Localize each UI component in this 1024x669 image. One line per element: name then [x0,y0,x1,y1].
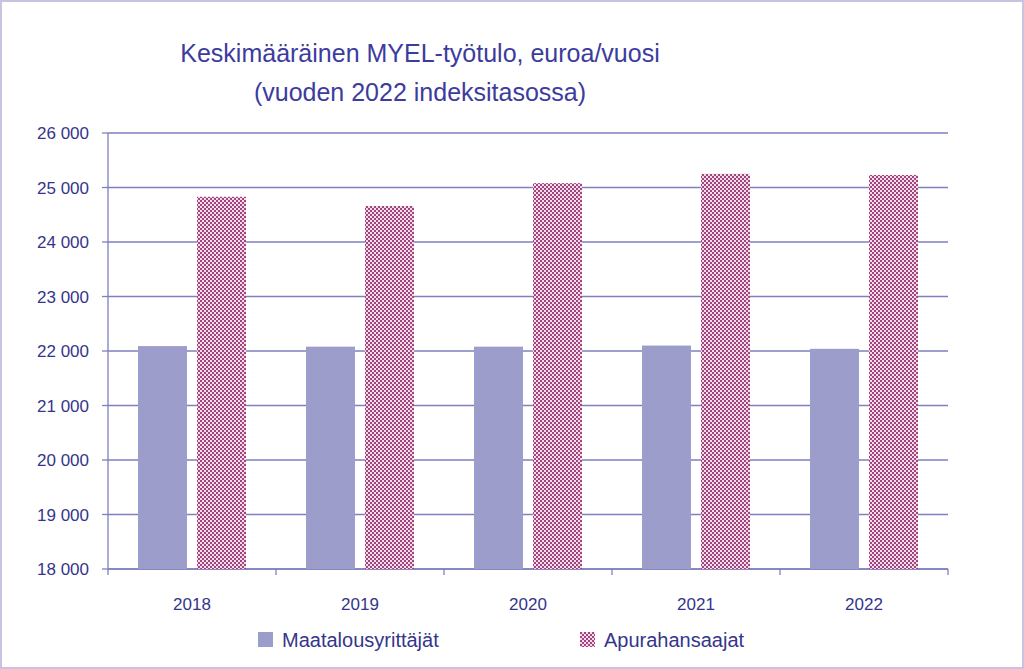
y-tick [102,296,108,297]
y-tick-label: 22 000 [37,342,89,361]
y-tick-label: 23 000 [37,288,89,307]
grid-line [108,187,948,188]
y-tick-label: 25 000 [37,179,89,198]
x-tick [107,569,108,575]
bar [138,346,187,569]
y-tick [102,568,108,569]
chart: Keskimääräinen MYEL-työtulo, euroa/vuosi… [0,0,1024,669]
grid [102,133,948,569]
bar [474,347,523,569]
bar [701,174,750,569]
y-tick-label: 21 000 [37,397,89,416]
y-tick-label: 24 000 [37,233,89,252]
legend-label: Apurahansaajat [604,629,745,651]
y-axis [107,133,108,569]
x-tick-label: 2021 [677,595,715,614]
grid-line [108,132,948,133]
bar [642,346,691,569]
x-tick-label: 2018 [173,595,211,614]
bar [306,347,355,569]
x-tick [779,569,780,575]
y-tick-label: 18 000 [37,560,89,579]
y-tick [102,350,108,351]
x-tick [275,569,276,575]
y-tick [102,405,108,406]
bar [869,175,918,569]
x-tick [947,569,948,575]
bar [365,206,414,569]
y-tick-label: 19 000 [37,506,89,525]
subtitle: (vuoden 2022 indeksitasossa) [254,78,586,106]
x-tick-label: 2019 [341,595,379,614]
y-tick [102,514,108,515]
legend-label: Maatalousyrittäjät [282,629,439,651]
bar [533,183,582,569]
bars [138,174,918,569]
y-tick [102,187,108,188]
y-tick [102,132,108,133]
y-tick-label: 26 000 [37,124,89,143]
title: Keskimääräinen MYEL-työtulo, euroa/vuosi [180,39,659,67]
x-tick [443,569,444,575]
x-tick-label: 2022 [845,595,883,614]
y-tick [102,241,108,242]
bar [810,349,859,569]
legend-swatch [580,632,595,647]
y-tick [102,459,108,460]
frame [1,1,1023,668]
x-tick-label: 2020 [509,595,547,614]
x-tick [611,569,612,575]
y-tick-label: 20 000 [37,451,89,470]
bar [197,197,246,569]
legend-swatch [258,632,273,647]
